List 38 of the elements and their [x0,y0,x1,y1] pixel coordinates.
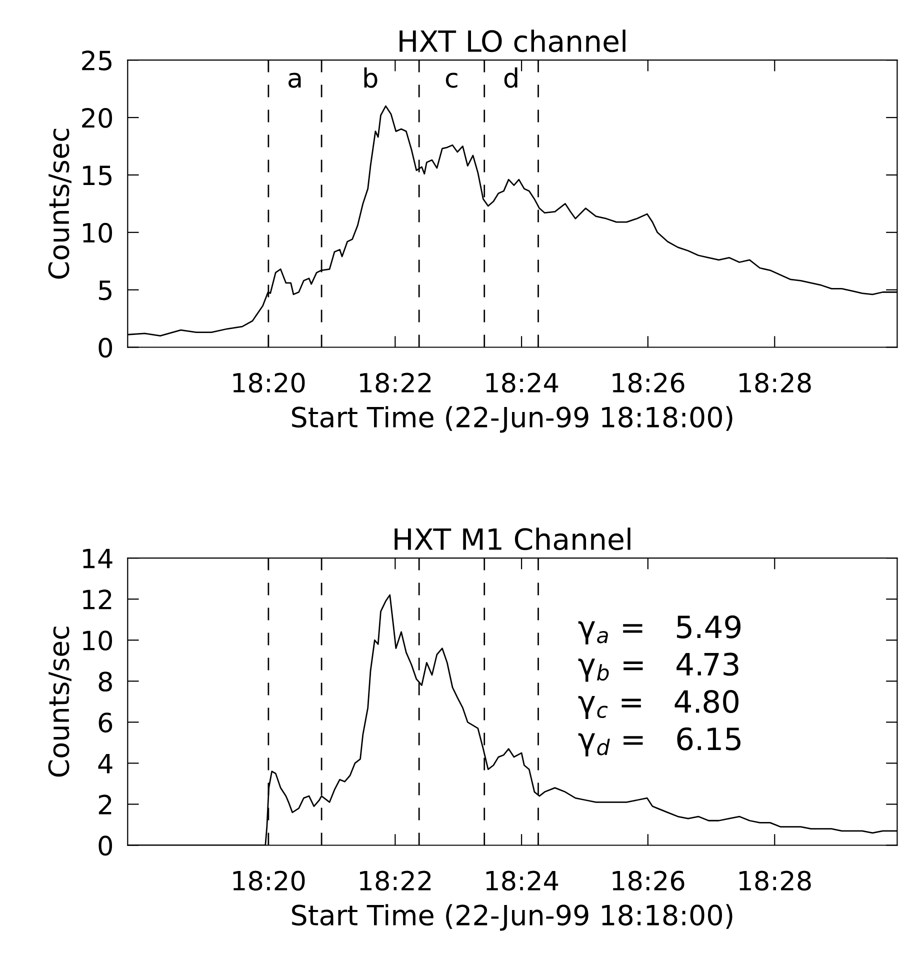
y-tick-label: 12 [83,590,112,610]
x-tick-label: 18:22 [360,870,431,891]
y-tick-label: 6 [98,712,112,733]
y-tick-label: 14 [83,548,112,568]
x-tick-label: 18:28 [740,372,811,393]
annotation: a [288,72,301,88]
annotation: γ$_{b}$ = 4.73 [578,652,738,682]
y-tick-label: 25 [82,50,112,71]
x-tick-label: 18:28 [740,870,811,891]
annotation: γ$_{c}$ = 4.80 [578,690,738,720]
x-tick-label: 18:26 [612,372,684,393]
x-tick-label: 18:24 [486,870,558,891]
x-tick-label: 18:26 [612,870,684,891]
x-tick-label: 18:22 [360,372,431,393]
y-tick-label: 5 [99,280,112,300]
y-tick-label: 8 [98,672,112,692]
annotation: γ$_{d}$ = 6.15 [578,727,740,756]
annotation: d [504,67,518,88]
annotation: c [446,72,458,88]
y-tick-label: 4 [98,754,112,774]
x-tick-label: 18:20 [233,372,305,393]
y-tick-label: 10 [83,630,112,651]
chart-title: HXT M1 Channel [394,528,630,550]
y-tick-label: 20 [82,108,112,128]
y-tick-label: 0 [98,836,112,856]
annotation: γ$_{a}$ = 5.49 [578,615,740,644]
x-axis-title: Start Time (22-Jun-99 18:18:00) [292,406,732,433]
x-tick-label: 18:20 [233,870,305,891]
y-tick-label: 10 [83,222,112,243]
y-tick-label: 15 [83,166,112,186]
y-tick-label: 0 [98,338,112,358]
annotation: b [364,67,378,88]
y-axis-title: Counts/sec [48,128,72,279]
chart-title: HXT LO channel [400,30,626,52]
y-tick-label: 2 [98,794,112,814]
x-axis-title: Start Time (22-Jun-99 18:18:00) [292,904,732,931]
x-tick-label: 18:24 [486,372,558,393]
y-axis-title: Counts/sec [48,626,72,777]
